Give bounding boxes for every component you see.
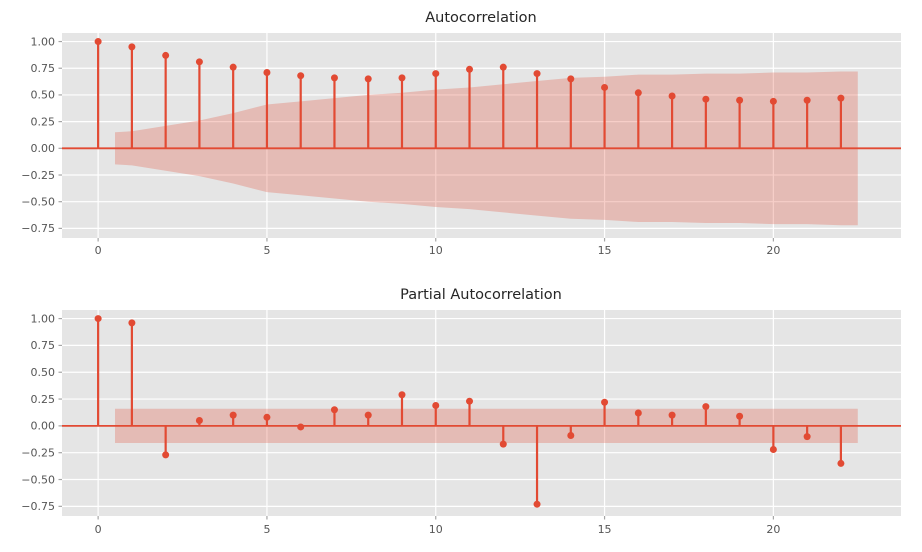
plot-area	[62, 310, 901, 516]
y-tick-label: 0.25	[31, 393, 56, 406]
marker	[533, 70, 541, 78]
plot-area	[62, 33, 901, 238]
marker	[668, 411, 676, 419]
y-tick-label: 0.75	[31, 62, 56, 75]
marker	[499, 63, 507, 71]
x-tick-label: 10	[429, 244, 443, 257]
marker	[195, 417, 203, 425]
marker	[601, 83, 609, 91]
x-tick-label: 0	[95, 523, 102, 536]
marker	[702, 403, 710, 411]
marker	[736, 412, 744, 420]
marker	[128, 43, 136, 51]
marker	[398, 74, 406, 82]
x-tick-label: 5	[263, 523, 270, 536]
marker	[466, 65, 474, 73]
marker	[769, 445, 777, 453]
y-tick-label: 0.75	[31, 339, 56, 352]
x-tick-label: 20	[766, 523, 780, 536]
marker	[263, 413, 271, 421]
marker	[330, 74, 338, 82]
y-tick-label: 1.00	[31, 35, 56, 48]
marker	[432, 401, 440, 409]
marker	[803, 433, 811, 441]
marker	[94, 315, 102, 323]
marker	[837, 94, 845, 102]
marker	[364, 411, 372, 419]
marker	[634, 409, 642, 417]
marker	[229, 63, 237, 71]
pacf-panel: 0 5 10 15 20 1.00 0.75 0.50 0.25 0.00 −0.25 −0.50 −0…	[21, 310, 901, 536]
marker	[162, 51, 170, 59]
y-tick-label: −0.25	[21, 169, 55, 182]
x-tick-label: 0	[95, 244, 102, 257]
marker	[162, 451, 170, 459]
x-tick-label: 15	[598, 523, 612, 536]
marker	[128, 319, 136, 327]
marker	[533, 500, 541, 508]
marker	[499, 440, 507, 448]
pacf-title: Partial Autocorrelation	[400, 287, 562, 303]
marker	[634, 89, 642, 97]
x-tick-label: 10	[429, 523, 443, 536]
marker	[364, 75, 372, 83]
y-tick-label: −0.75	[21, 500, 55, 513]
marker	[803, 96, 811, 104]
y-tick-label: 1.00	[31, 312, 56, 325]
acf-panel: 0 5 10 15 20 1.00 0.75 0.50 0.25 0.00 −0.25 −0.50 −0…	[21, 33, 901, 257]
y-tick-label: −0.50	[21, 195, 55, 208]
marker	[330, 406, 338, 414]
y-tick-label: 0.50	[31, 89, 56, 102]
marker	[702, 95, 710, 103]
marker	[466, 397, 474, 405]
marker	[769, 97, 777, 105]
y-tick-label: 0.25	[31, 115, 56, 128]
y-tick-label: −0.75	[21, 222, 55, 235]
marker	[94, 38, 102, 46]
marker	[432, 70, 440, 78]
y-tick-label: 0.50	[31, 366, 56, 379]
marker	[195, 58, 203, 66]
marker	[837, 459, 845, 467]
marker	[601, 398, 609, 406]
x-tick-label: 20	[766, 244, 780, 257]
acf-title: Autocorrelation	[425, 10, 536, 26]
marker	[567, 75, 575, 83]
x-tick-label: 5	[263, 244, 270, 257]
y-tick-label: −0.25	[21, 446, 55, 459]
marker	[297, 72, 305, 80]
marker	[567, 432, 575, 440]
y-tick-label: 0.00	[31, 420, 56, 433]
marker	[736, 96, 744, 104]
x-tick-label: 15	[598, 244, 612, 257]
marker	[229, 411, 237, 419]
y-tick-label: −0.50	[21, 473, 55, 486]
marker	[297, 423, 305, 431]
marker	[398, 391, 406, 399]
marker	[263, 69, 271, 77]
y-tick-label: 0.00	[31, 142, 56, 155]
marker	[668, 92, 676, 100]
